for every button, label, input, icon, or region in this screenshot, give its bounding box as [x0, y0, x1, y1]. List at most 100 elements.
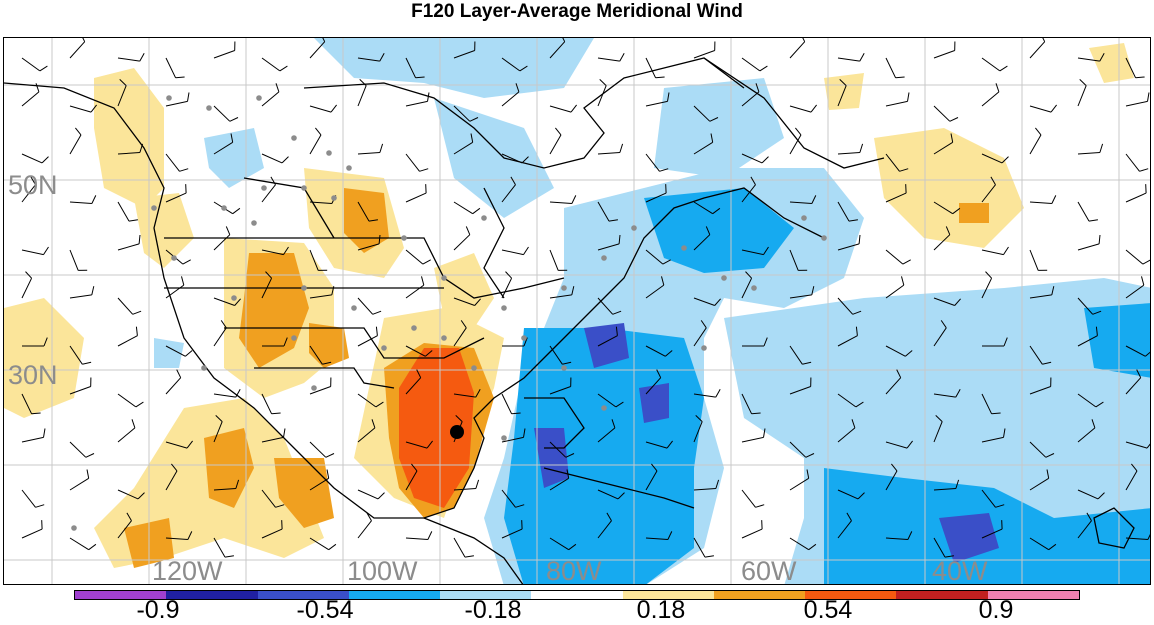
lon-label-80w: 80W	[546, 556, 602, 585]
wind-barb	[22, 520, 42, 538]
wind-barb	[1030, 195, 1056, 203]
wind-barb	[70, 470, 89, 491]
station-dot	[441, 275, 447, 281]
wind-barb	[550, 128, 561, 154]
colorbar-segment	[349, 591, 440, 599]
wind-barb	[70, 250, 87, 270]
colorbar-segment	[166, 591, 257, 599]
lon-label-40w: 40W	[932, 556, 988, 585]
station-dot	[521, 335, 527, 341]
colorbar-label: -0.18	[465, 596, 522, 625]
wind-barb	[598, 53, 624, 61]
wind-barb	[22, 154, 49, 163]
wind-barb	[358, 298, 381, 314]
wind-barb	[118, 298, 141, 314]
station-dot	[351, 305, 357, 311]
wind-barb	[262, 83, 279, 106]
shaded-region	[94, 68, 164, 208]
station-dot	[601, 255, 607, 261]
station-dot	[701, 345, 707, 351]
wind-barb	[742, 520, 762, 538]
station-dot	[301, 185, 307, 191]
station-dot	[171, 255, 177, 261]
station-dot	[331, 195, 337, 201]
station-dot	[681, 245, 687, 251]
wind-barb	[70, 128, 81, 154]
wind-barb	[22, 247, 49, 255]
wind-barb	[214, 538, 234, 557]
wind-barb	[598, 144, 623, 154]
map-title: F120 Layer-Average Meridional Wind	[0, 0, 1154, 28]
wind-barb	[118, 235, 140, 250]
station-dot	[346, 165, 352, 171]
wind-barb	[454, 202, 480, 214]
wind-barb	[22, 58, 47, 71]
wind-barb	[118, 394, 143, 407]
wind-barb	[406, 276, 424, 298]
wind-barb	[934, 42, 955, 59]
wind-barb	[118, 419, 135, 442]
station-dot	[821, 235, 827, 241]
station-dot	[381, 345, 387, 351]
wind-barb	[502, 272, 512, 298]
station-dot	[221, 205, 227, 211]
station-dot	[601, 405, 607, 411]
wind-barb	[1078, 235, 1100, 250]
colorbar-segment	[714, 591, 805, 599]
wind-barb	[358, 490, 385, 499]
wind-barb	[70, 538, 96, 550]
wind-barb	[1030, 105, 1057, 112]
colorbar-label: -0.9	[136, 596, 179, 625]
shaded-region	[204, 128, 264, 188]
wind-barb	[166, 276, 184, 298]
wind-barb	[406, 184, 426, 202]
wind-barb	[982, 58, 1007, 71]
station-dot	[206, 105, 212, 111]
colorbar-segment	[531, 591, 622, 599]
station-dot	[231, 295, 237, 301]
wind-barb	[358, 144, 383, 154]
colorbar-segment	[896, 591, 987, 599]
shaded-region	[959, 203, 989, 223]
wind-barb	[70, 286, 94, 298]
station-dot	[471, 365, 477, 371]
colorbar-label: -0.54	[297, 596, 354, 625]
wind-barb	[1126, 154, 1148, 171]
wind-barb	[886, 250, 911, 264]
lon-label-100w: 100W	[347, 556, 418, 585]
wind-barb	[982, 83, 999, 106]
wind-barb	[118, 53, 144, 61]
station-dot	[501, 305, 507, 311]
station-dot	[251, 220, 257, 226]
wind-barb	[214, 202, 240, 214]
shaded-region	[4, 298, 84, 418]
wind-barb	[406, 93, 429, 107]
wind-barb	[694, 42, 715, 59]
wind-barb	[1126, 184, 1146, 202]
shaded-region	[134, 193, 194, 268]
lat-label-50n: 50N	[8, 170, 58, 201]
wind-barb	[838, 144, 863, 154]
station-dot	[151, 205, 157, 211]
colorbar	[74, 590, 1080, 600]
wind-barb	[1030, 250, 1047, 270]
colorbar-label: 0.9	[979, 596, 1014, 625]
station-dot	[481, 215, 487, 221]
wind-barb	[262, 154, 289, 163]
wind-barb	[166, 370, 181, 394]
wind-barb	[790, 38, 805, 58]
shaded-region	[874, 128, 1024, 248]
wind-barb	[454, 538, 474, 557]
station-dot	[311, 385, 317, 391]
wind-barb	[886, 93, 909, 107]
wind-barb	[1078, 202, 1098, 221]
wind-barb	[790, 105, 817, 112]
wind-barb	[214, 42, 235, 59]
lon-label-120w: 120W	[152, 556, 223, 585]
wind-barb	[886, 58, 905, 78]
wind-barb	[70, 105, 97, 112]
station-dot	[401, 235, 407, 241]
wind-barb	[1078, 144, 1103, 154]
wind-barb	[838, 53, 864, 61]
wind-barb	[982, 247, 1009, 255]
